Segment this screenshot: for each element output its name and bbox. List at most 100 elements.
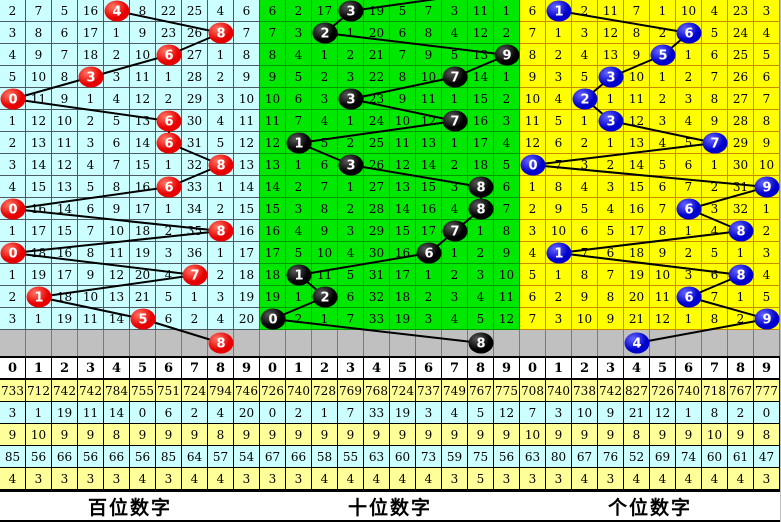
- grid-cell: 2: [286, 308, 312, 330]
- grid-cell: [520, 154, 546, 176]
- grid-cell: 2: [286, 176, 312, 198]
- grid-cell: 1: [286, 154, 312, 176]
- grid-cell: 15: [624, 176, 650, 198]
- grid-cell: 4: [286, 220, 312, 242]
- digit-header-cell: 1: [546, 358, 572, 378]
- grid-cell: 1: [676, 308, 702, 330]
- grid-cell: 31: [182, 132, 208, 154]
- stat-cell: 67: [260, 446, 286, 468]
- grid-cell: 13: [234, 154, 260, 176]
- grid-cell: [468, 198, 494, 220]
- stat-cell: 14: [104, 402, 130, 424]
- grid-cell: 5: [572, 198, 598, 220]
- grid-cell: 4: [754, 264, 780, 286]
- grid-cell: 3: [676, 264, 702, 286]
- grid-cell: 17: [52, 264, 78, 286]
- grid-cell: 7: [702, 286, 728, 308]
- stat-cell: 775: [494, 380, 520, 402]
- grid-cell: [468, 176, 494, 198]
- grid-cell: 8: [78, 242, 104, 264]
- grid-cell: [338, 88, 364, 110]
- grid-cell: 5: [78, 176, 104, 198]
- pending-row-cell: [702, 330, 728, 356]
- grid-cell: 22: [364, 66, 390, 88]
- grid-cell: 18: [390, 286, 416, 308]
- stat-cell: 10: [520, 424, 546, 446]
- grid-cell: 20: [624, 286, 650, 308]
- stat-cell: 724: [390, 380, 416, 402]
- stat-cell: 66: [104, 446, 130, 468]
- grid-cell: 17: [78, 22, 104, 44]
- stat-cell: 726: [650, 380, 676, 402]
- trend-grid: 6 2 11 7 1 10 4 23 3 7 1 3 12 8 2 5 24 4 8 2 4 13 9 1 6 25 5 9 3 5 10 1…: [520, 0, 780, 356]
- grid-cell: 1: [650, 66, 676, 88]
- grid-cell: 1: [312, 44, 338, 66]
- pending-row-cell: [0, 330, 26, 356]
- grid-cell: 14: [390, 198, 416, 220]
- grid-cell: 2: [0, 132, 26, 154]
- grid-cell: 3: [520, 220, 546, 242]
- stat-cell: 733: [0, 380, 26, 402]
- grid-cell: [130, 308, 156, 330]
- stat-cell: 10: [26, 424, 52, 446]
- digit-header-cell: 9: [234, 358, 260, 378]
- grid-cell: 1: [676, 44, 702, 66]
- grid-cell: 8: [624, 22, 650, 44]
- grid-cell: 1: [416, 264, 442, 286]
- grid-cell: 2: [0, 0, 26, 22]
- stat-cell: 712: [26, 380, 52, 402]
- grid-cell: 23: [728, 0, 754, 22]
- pending-row-cell: [390, 330, 416, 356]
- grid-cell: 1: [468, 220, 494, 242]
- grid-cell: 12: [260, 132, 286, 154]
- pending-row-cell: [52, 330, 78, 356]
- grid-cell: 14: [104, 308, 130, 330]
- grid-cell: 1: [598, 88, 624, 110]
- grid-cell: 4: [598, 198, 624, 220]
- grid-cell: 11: [260, 110, 286, 132]
- grid-cell: 10: [546, 220, 572, 242]
- grid-cell: 4: [0, 176, 26, 198]
- panel-title: 个位数字: [520, 490, 780, 522]
- grid-cell: 6: [494, 176, 520, 198]
- grid-cell: 9: [754, 132, 780, 154]
- stat-cell: 740: [676, 380, 702, 402]
- trend-grid-rows: 2 7 5 16 8 22 25 4 6 3 8 6 17 1 9 23 26 7 4 9 7 18 2 10 27 1 8 5 10 8…: [0, 0, 260, 330]
- stat-cell: 2: [182, 402, 208, 424]
- stat-cell: 52: [624, 446, 650, 468]
- grid-cell: 20: [130, 264, 156, 286]
- grid-cell: 13: [624, 132, 650, 154]
- digit-header-cell: 0: [520, 358, 546, 378]
- pending-row-cell: [572, 330, 598, 356]
- grid-cell: 19: [234, 286, 260, 308]
- stat-cell: 738: [572, 380, 598, 402]
- grid-cell: 1: [286, 286, 312, 308]
- stat-cell: 1: [26, 402, 52, 424]
- pending-row-cell: [156, 330, 182, 356]
- grid-cell: 17: [26, 220, 52, 242]
- grid-cell: 3: [572, 22, 598, 44]
- grid-cell: 23: [156, 22, 182, 44]
- grid-cell: 3: [0, 22, 26, 44]
- grid-cell: 2: [78, 110, 104, 132]
- grid-cell: 3: [754, 242, 780, 264]
- stat-cell: 12: [650, 402, 676, 424]
- grid-cell: 10: [234, 88, 260, 110]
- grid-cell: 2: [598, 154, 624, 176]
- grid-cell: [728, 220, 754, 242]
- stat-cell: 9: [364, 424, 390, 446]
- grid-cell: 9: [494, 242, 520, 264]
- grid-cell: 2: [494, 22, 520, 44]
- pending-row-cell: [494, 330, 520, 356]
- stat-cell: 3: [104, 468, 130, 490]
- grid-cell: 3: [754, 0, 780, 22]
- pending-row-cell: [624, 330, 650, 356]
- grid-cell: 17: [416, 220, 442, 242]
- grid-cell: 2: [0, 286, 26, 308]
- grid-cell: 10: [754, 154, 780, 176]
- grid-cell: 8: [494, 220, 520, 242]
- grid-cell: 28: [728, 110, 754, 132]
- stat-cell: 3: [26, 468, 52, 490]
- grid-cell: 33: [364, 308, 390, 330]
